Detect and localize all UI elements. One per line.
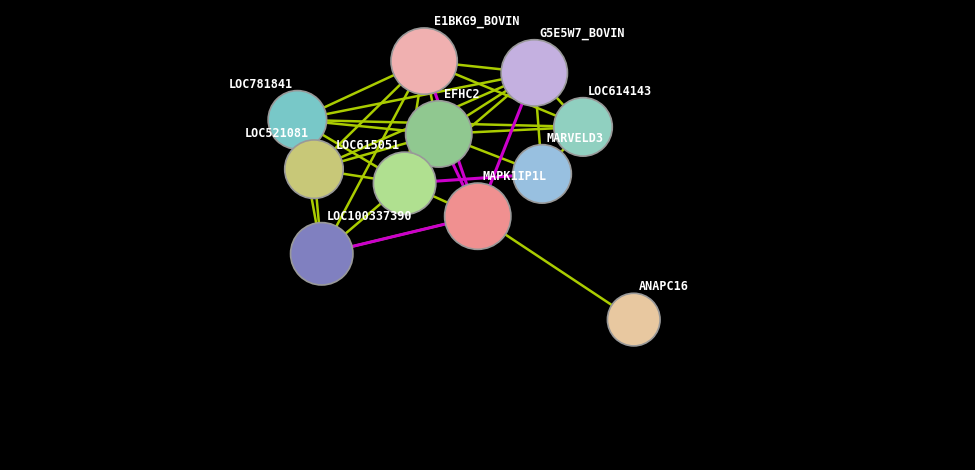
Ellipse shape — [554, 98, 612, 156]
Ellipse shape — [406, 101, 472, 167]
Text: LOC615051: LOC615051 — [335, 139, 400, 152]
Text: ANAPC16: ANAPC16 — [639, 280, 688, 293]
Text: G5E5W7_BOVIN: G5E5W7_BOVIN — [539, 27, 625, 39]
Text: MARVELD3: MARVELD3 — [547, 132, 604, 145]
Text: E1BKG9_BOVIN: E1BKG9_BOVIN — [434, 15, 520, 28]
Text: MAPK1IP1L: MAPK1IP1L — [483, 170, 547, 183]
Ellipse shape — [291, 223, 353, 285]
Ellipse shape — [607, 293, 660, 346]
Text: LOC521081: LOC521081 — [245, 127, 309, 140]
Ellipse shape — [513, 145, 571, 203]
Ellipse shape — [501, 39, 567, 106]
Ellipse shape — [268, 91, 327, 149]
Text: LOC614143: LOC614143 — [588, 85, 652, 98]
Text: EFHC2: EFHC2 — [444, 88, 480, 101]
Ellipse shape — [373, 152, 436, 214]
Text: LOC781841: LOC781841 — [228, 78, 292, 91]
Ellipse shape — [285, 140, 343, 198]
Ellipse shape — [445, 183, 511, 250]
Ellipse shape — [391, 28, 457, 94]
Text: LOC100337390: LOC100337390 — [327, 210, 412, 223]
